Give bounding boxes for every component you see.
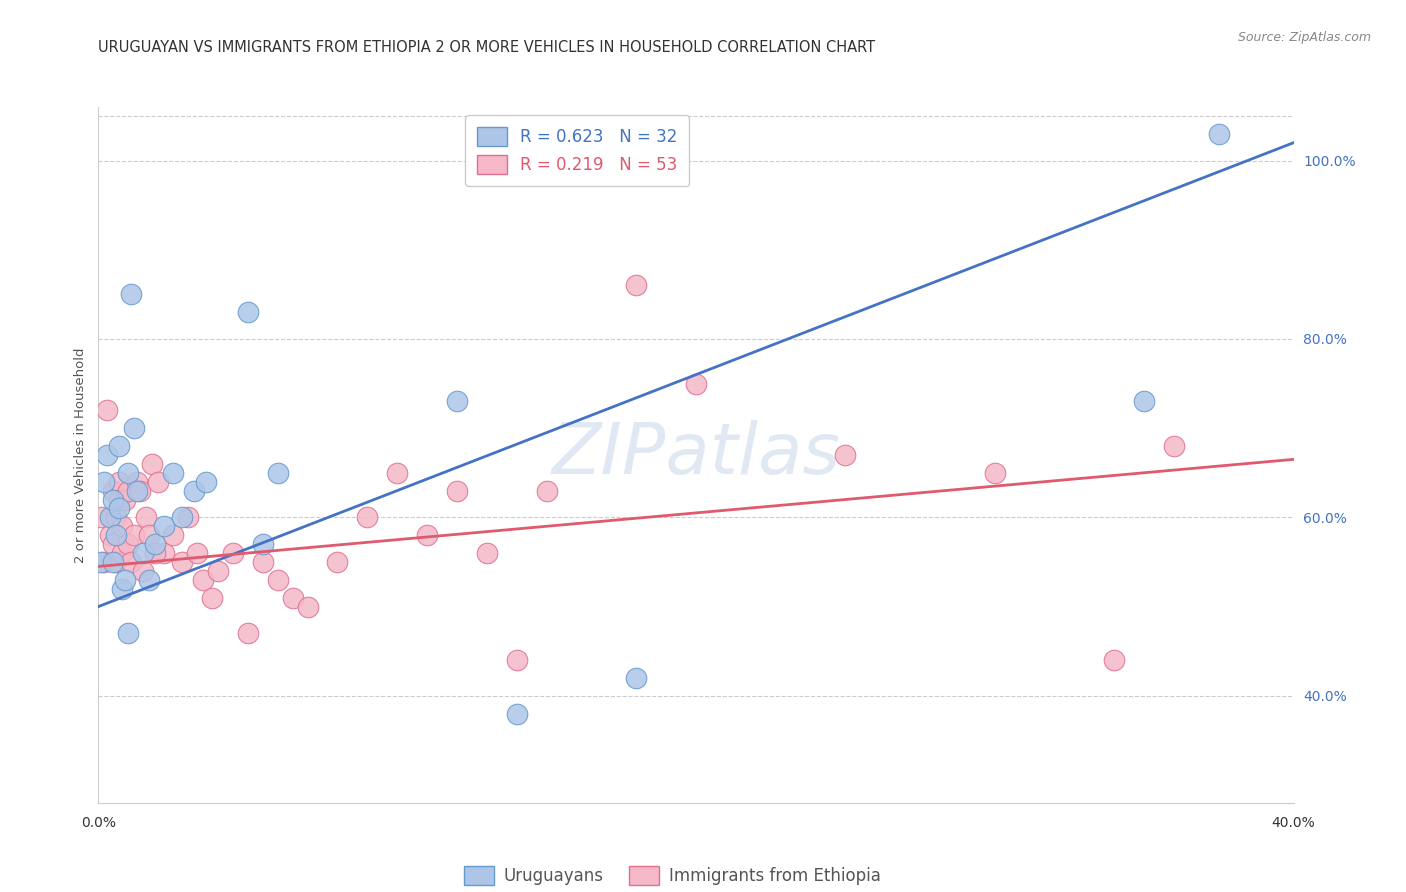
Point <box>103 483 125 498</box>
Point <box>1208 127 1230 141</box>
Point <box>103 492 125 507</box>
Point <box>127 475 149 489</box>
Point <box>162 528 184 542</box>
Point <box>120 287 142 301</box>
Point <box>177 510 200 524</box>
Point <box>117 483 139 498</box>
Point <box>1104 653 1126 667</box>
Point <box>385 466 409 480</box>
Point <box>475 546 498 560</box>
Point <box>183 483 205 498</box>
Point <box>536 483 558 498</box>
Point <box>191 573 214 587</box>
Point <box>98 510 122 524</box>
Point <box>105 528 128 542</box>
Point <box>105 555 128 569</box>
Point <box>506 706 529 721</box>
Point <box>108 475 131 489</box>
Point <box>138 528 160 542</box>
Point <box>252 555 274 569</box>
Point <box>143 537 166 551</box>
Point <box>267 573 290 587</box>
Text: ZIPatlas: ZIPatlas <box>551 420 841 490</box>
Point <box>194 475 218 489</box>
Point <box>114 573 136 587</box>
Point <box>1163 439 1185 453</box>
Text: URUGUAYAN VS IMMIGRANTS FROM ETHIOPIA 2 OR MORE VEHICLES IN HOUSEHOLD CORRELATIO: URUGUAYAN VS IMMIGRANTS FROM ETHIOPIA 2 … <box>98 40 876 55</box>
Point <box>124 528 146 542</box>
Point <box>96 448 118 462</box>
Point <box>207 564 229 578</box>
Point <box>103 537 125 551</box>
Point <box>96 403 118 417</box>
Point <box>162 466 184 480</box>
Point <box>834 448 856 462</box>
Point <box>446 483 468 498</box>
Point <box>148 475 170 489</box>
Point <box>506 653 529 667</box>
Point <box>172 555 194 569</box>
Point <box>186 546 208 560</box>
Point <box>138 573 160 587</box>
Point <box>297 599 319 614</box>
Point <box>685 376 707 391</box>
Point <box>222 546 245 560</box>
Point <box>105 510 128 524</box>
Point <box>111 582 134 596</box>
Point <box>326 555 349 569</box>
Point <box>153 546 176 560</box>
Point <box>111 546 134 560</box>
Point <box>108 439 131 453</box>
Point <box>267 466 290 480</box>
Point <box>141 457 163 471</box>
Point <box>117 537 139 551</box>
Point <box>153 519 176 533</box>
Point <box>624 671 647 685</box>
Legend: Uruguayans, Immigrants from Ethiopia: Uruguayans, Immigrants from Ethiopia <box>457 859 887 892</box>
Point <box>983 466 1005 480</box>
Point <box>90 555 112 569</box>
Point <box>143 546 166 560</box>
Point <box>93 555 115 569</box>
Point <box>132 546 155 560</box>
Point <box>1133 394 1156 409</box>
Point <box>120 555 142 569</box>
Point <box>98 528 122 542</box>
Point <box>236 305 259 319</box>
Point <box>127 483 149 498</box>
Point <box>252 537 274 551</box>
Point <box>446 394 468 409</box>
Point <box>132 564 155 578</box>
Point <box>624 278 647 293</box>
Point <box>236 626 259 640</box>
Point <box>93 475 115 489</box>
Point <box>108 492 131 507</box>
Point <box>117 626 139 640</box>
Point <box>124 421 146 435</box>
Point <box>356 510 378 524</box>
Point <box>90 510 112 524</box>
Point <box>103 555 125 569</box>
Point <box>117 466 139 480</box>
Point <box>416 528 439 542</box>
Point <box>135 510 157 524</box>
Point <box>281 591 304 605</box>
Point <box>108 501 131 516</box>
Point <box>111 519 134 533</box>
Text: Source: ZipAtlas.com: Source: ZipAtlas.com <box>1237 31 1371 45</box>
Point <box>129 483 152 498</box>
Point <box>172 510 194 524</box>
Point <box>201 591 224 605</box>
Y-axis label: 2 or more Vehicles in Household: 2 or more Vehicles in Household <box>75 347 87 563</box>
Point <box>114 492 136 507</box>
